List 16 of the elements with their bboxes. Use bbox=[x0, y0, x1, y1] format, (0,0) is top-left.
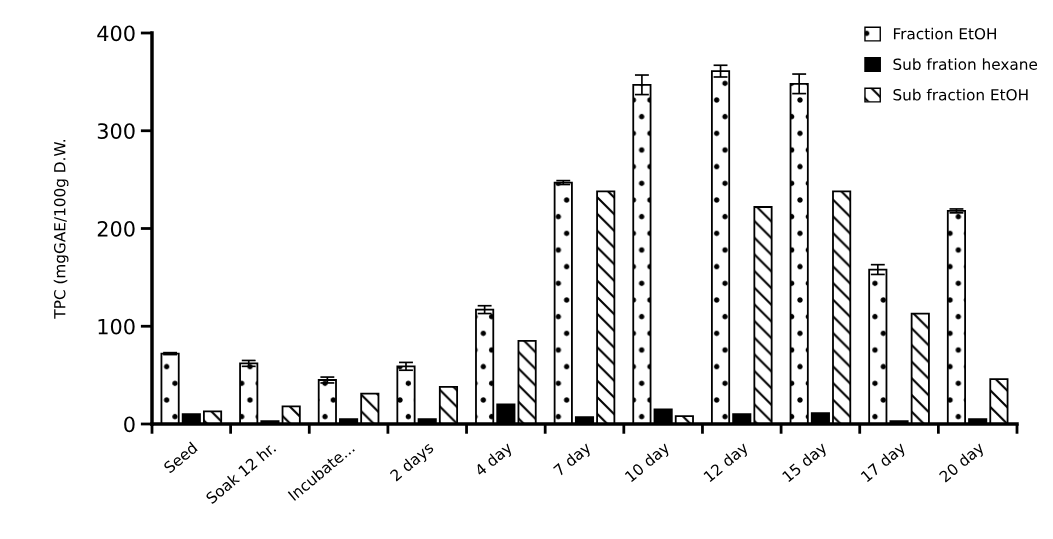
x-tick-label: 17 day bbox=[860, 440, 909, 485]
x-tick-label: 4 day bbox=[473, 440, 516, 479]
x-tick-label: 12 day bbox=[702, 440, 751, 485]
x-tick-label: 7 day bbox=[552, 440, 594, 479]
y-tick-label: 300 bbox=[97, 123, 135, 139]
y-axis-title: TPC (mgGAE/100g D.W. bbox=[53, 140, 69, 319]
x-tick-label: 15 day bbox=[781, 440, 830, 485]
legend-label: Sub fraction EtOH bbox=[893, 88, 1028, 101]
y-tick-label: 200 bbox=[97, 220, 135, 237]
legend-label: Fraction EtOH bbox=[893, 27, 996, 40]
x-tick-label: 10 day bbox=[624, 440, 673, 485]
y-tick-label: 100 bbox=[98, 318, 135, 335]
y-tick-label: 400 bbox=[97, 25, 135, 42]
legend-label: Sub fration hexane bbox=[893, 58, 1038, 71]
x-tick-label: 20 day bbox=[938, 440, 987, 485]
y-tick-label: 0 bbox=[124, 416, 135, 433]
